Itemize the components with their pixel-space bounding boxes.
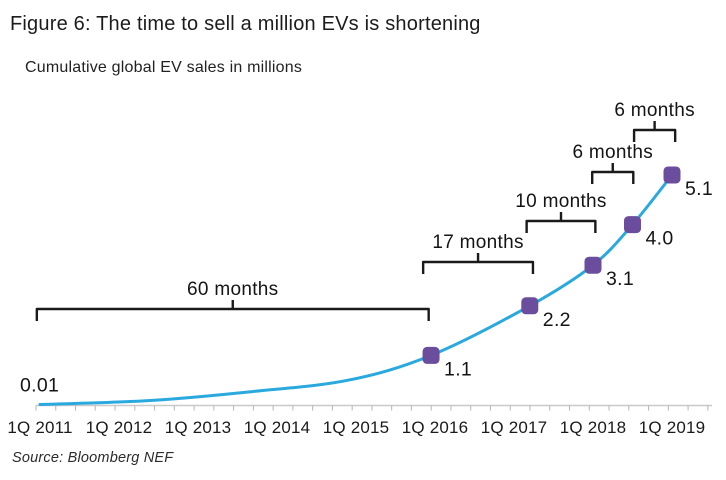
bracket-label: 10 months <box>515 191 606 212</box>
milestone-marker <box>663 166 681 184</box>
milestone-value-label: 5.1 <box>685 178 713 200</box>
figure-subtitle: Cumulative global EV sales in millions <box>25 59 303 76</box>
x-axis-label: 1Q 2018 <box>560 418 627 437</box>
x-axis-label: 1Q 2012 <box>86 418 153 437</box>
interval-bracket <box>35 300 430 321</box>
x-axis-label: 1Q 2013 <box>165 418 232 437</box>
source-note: Source: Bloomberg NEF <box>12 450 174 466</box>
x-axis-label: 1Q 2016 <box>402 418 469 437</box>
figure-title: Figure 6: The time to sell a million EVs… <box>10 13 481 35</box>
milestone-value-label: 3.1 <box>606 268 634 290</box>
interval-bracket <box>591 163 635 184</box>
milestone-marker <box>422 346 440 364</box>
x-axis-label: 1Q 2015 <box>323 418 390 437</box>
x-axis-label: 1Q 2019 <box>639 418 706 437</box>
milestone-value-label: 0.01 <box>20 375 59 397</box>
interval-bracket <box>421 253 535 274</box>
x-axis-label: 1Q 2017 <box>481 418 548 437</box>
milestone-value-label: 1.1 <box>444 358 472 380</box>
milestone-marker <box>521 297 539 315</box>
bracket-label: 60 months <box>187 279 278 300</box>
interval-bracket <box>632 121 677 142</box>
bracket-label: 6 months <box>614 100 695 121</box>
x-axis-label: 1Q 2011 <box>7 418 72 437</box>
x-axis-label: 1Q 2014 <box>244 418 311 437</box>
bracket-label: 17 months <box>432 232 523 253</box>
interval-bracket <box>525 212 597 233</box>
milestone-marker <box>624 216 641 234</box>
milestone-marker <box>584 256 602 274</box>
milestone-value-label: 2.2 <box>543 309 571 331</box>
milestone-value-label: 4.0 <box>646 228 674 250</box>
ev-sales-curve <box>38 173 674 407</box>
bracket-label: 6 months <box>572 142 653 163</box>
